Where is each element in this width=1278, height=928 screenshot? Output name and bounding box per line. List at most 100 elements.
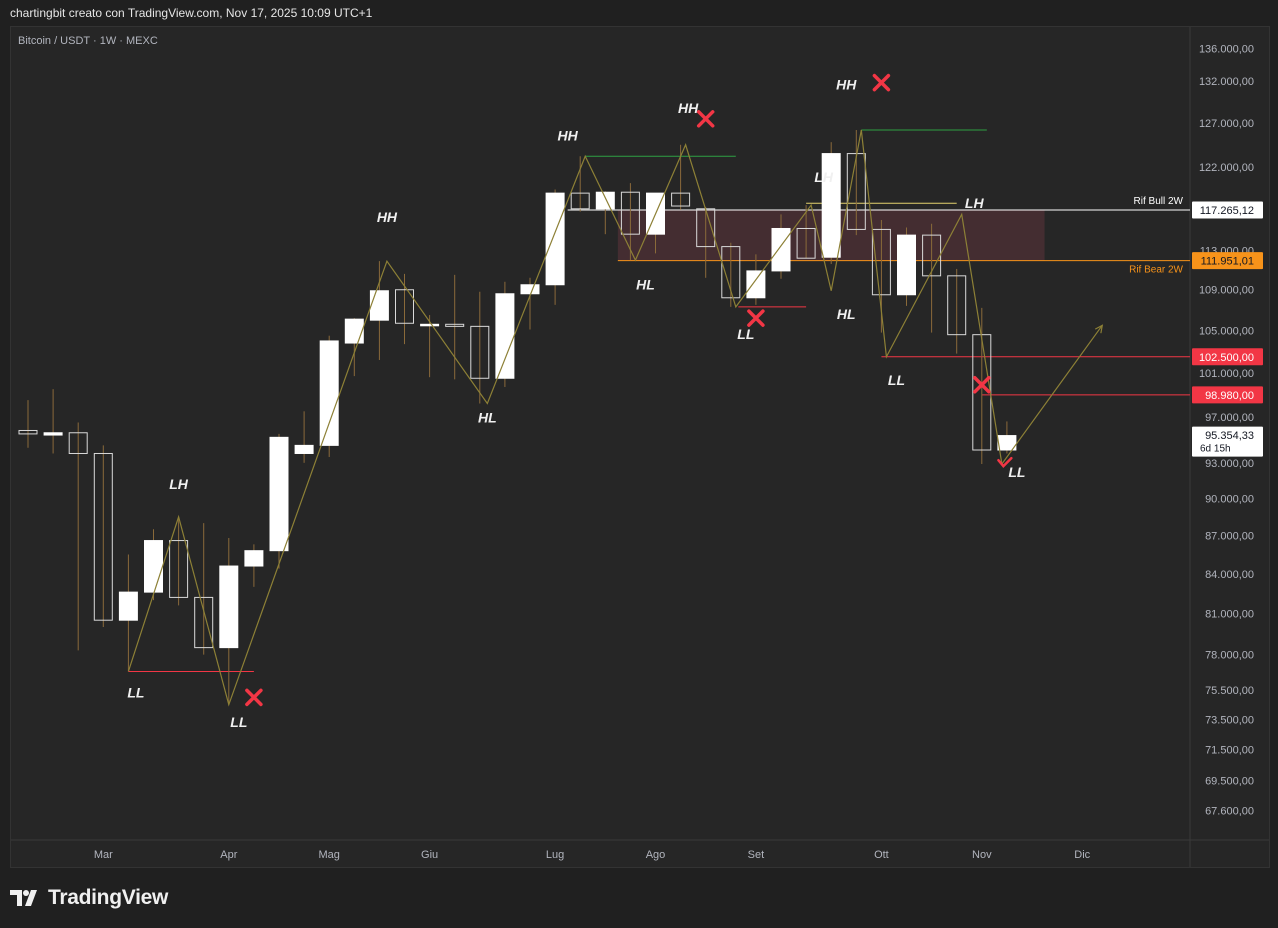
swing-zigzag-line [127, 129, 1103, 707]
swing-label: LH [965, 195, 985, 211]
candle-body-up [369, 290, 389, 321]
price-tick-label: 78.000,00 [1205, 650, 1254, 662]
candle-body-up [420, 323, 440, 327]
swing-label: HH [678, 100, 699, 116]
candle-body-up [545, 192, 565, 286]
time-tick-label: Ago [646, 849, 666, 861]
time-tick-label: Giu [421, 849, 438, 861]
invalidation-x-icon [245, 688, 263, 707]
candle-body-down [570, 192, 590, 210]
candle-body-down [18, 429, 38, 435]
time-tick-label: Mar [94, 849, 113, 861]
swing-label: LL [1008, 464, 1025, 480]
reference-label-bear: Rif Bear 2W [1129, 265, 1183, 276]
swing-label: LL [230, 714, 247, 730]
candle-body-up [219, 565, 239, 649]
swing-label: LL [737, 326, 754, 342]
invalidation-x-icon [973, 376, 991, 394]
brand-watermark: TradingView [10, 884, 168, 912]
price-tick-label: 87.000,00 [1205, 531, 1254, 543]
candle-body-down [947, 275, 967, 336]
price-tick-label: 71.500,00 [1205, 744, 1254, 756]
time-tick-label: Apr [220, 849, 237, 861]
candle-body-up [144, 540, 163, 593]
candle-body-up [495, 293, 515, 379]
candle-body-up [746, 270, 766, 299]
swing-label: LL [888, 372, 905, 388]
brand-name: TradingView [48, 886, 169, 909]
price-tick-label: 73.500,00 [1205, 714, 1254, 726]
candle-body-up [344, 318, 364, 344]
swing-label: HH [377, 209, 398, 225]
price-tick-label: 93.000,00 [1205, 458, 1254, 470]
candle-body-up [771, 227, 791, 272]
price-tick-label: 122.000,00 [1199, 162, 1254, 174]
price-tick-label: 69.500,00 [1205, 775, 1254, 787]
price-tag-label: 95.354,33 [1205, 430, 1254, 442]
price-tag-red [1192, 348, 1263, 366]
swing-label: HL [478, 410, 497, 426]
price-tick-label: 101.000,00 [1199, 368, 1254, 380]
price-tag-label: 117.265,12 [1200, 205, 1254, 217]
tradingview-logo-icon [10, 890, 37, 906]
price-tick-label: 132.000,00 [1199, 76, 1254, 88]
candle-body-up [118, 591, 138, 621]
projection-arrow-head [1094, 324, 1104, 334]
candle-body-up [43, 432, 63, 436]
price-tick-label: 105.000,00 [1199, 326, 1254, 338]
price-tick-label: 97.000,00 [1205, 412, 1254, 424]
candle-body-up [821, 153, 841, 258]
price-tag-red [1192, 386, 1263, 404]
price-tag-label: 111.951,01 [1201, 256, 1254, 268]
candle-body-down [445, 323, 465, 327]
time-tick-label: Set [748, 849, 765, 861]
candle-body-up [294, 444, 314, 454]
candle-body-up [520, 284, 540, 295]
price-tag-last [1192, 426, 1263, 457]
reference-label-bull: Rif Bull 2W [1134, 196, 1184, 207]
symbol-title[interactable]: Bitcoin / USDT · 1W · MEXC [18, 35, 158, 47]
time-tick-label: Lug [546, 849, 564, 861]
time-tick-label: Dic [1074, 849, 1090, 861]
swing-label: HL [837, 306, 856, 322]
price-tick-label: 81.000,00 [1205, 608, 1254, 620]
time-tick-label: Nov [972, 849, 992, 861]
candle-body-down [796, 227, 816, 259]
candle-body-up [244, 550, 264, 567]
candle-body-down [68, 432, 88, 454]
candle-body-up [269, 436, 289, 552]
candle-body-up [319, 340, 339, 446]
time-tick-label: Ott [874, 849, 889, 861]
price-tick-label: 75.500,00 [1205, 685, 1254, 697]
chart-panel[interactable] [10, 26, 1270, 868]
price-tag-label: 102.500,00 [1199, 352, 1254, 364]
candle-body-down [93, 452, 113, 621]
price-tick-label: 90.000,00 [1205, 494, 1254, 506]
candle-body-down [721, 246, 741, 299]
candle-body-up [595, 191, 615, 210]
candle-body-down [169, 540, 189, 598]
invalidation-x-icon [872, 73, 891, 92]
swing-label: LH [169, 476, 189, 492]
candle-body-down [620, 191, 640, 235]
price-tag-bull [1192, 201, 1263, 219]
price-tick-label: 84.000,00 [1205, 569, 1254, 581]
swing-label: HH [558, 127, 579, 143]
price-tag-label: 98.980,00 [1205, 390, 1254, 402]
swing-label: HH [836, 76, 857, 92]
attribution-text: chartingbit creato con TradingView.com, … [10, 6, 373, 20]
price-tick-label: 127.000,00 [1199, 118, 1254, 130]
price-tick-label: 109.000,00 [1199, 285, 1254, 297]
price-tag-bear [1192, 252, 1263, 270]
checkmark-icon [997, 456, 1013, 469]
swing-label: HL [636, 277, 655, 293]
candle-body-down [194, 596, 214, 649]
swing-label: LH [814, 169, 834, 185]
bar-countdown-label: 6d 15h [1200, 444, 1231, 455]
candle-body-down [395, 289, 414, 324]
price-tick-label: 67.600,00 [1205, 806, 1254, 818]
candle-body-down [671, 192, 691, 207]
invalidation-x-icon [696, 110, 715, 128]
time-tick-label: Mag [318, 849, 339, 861]
